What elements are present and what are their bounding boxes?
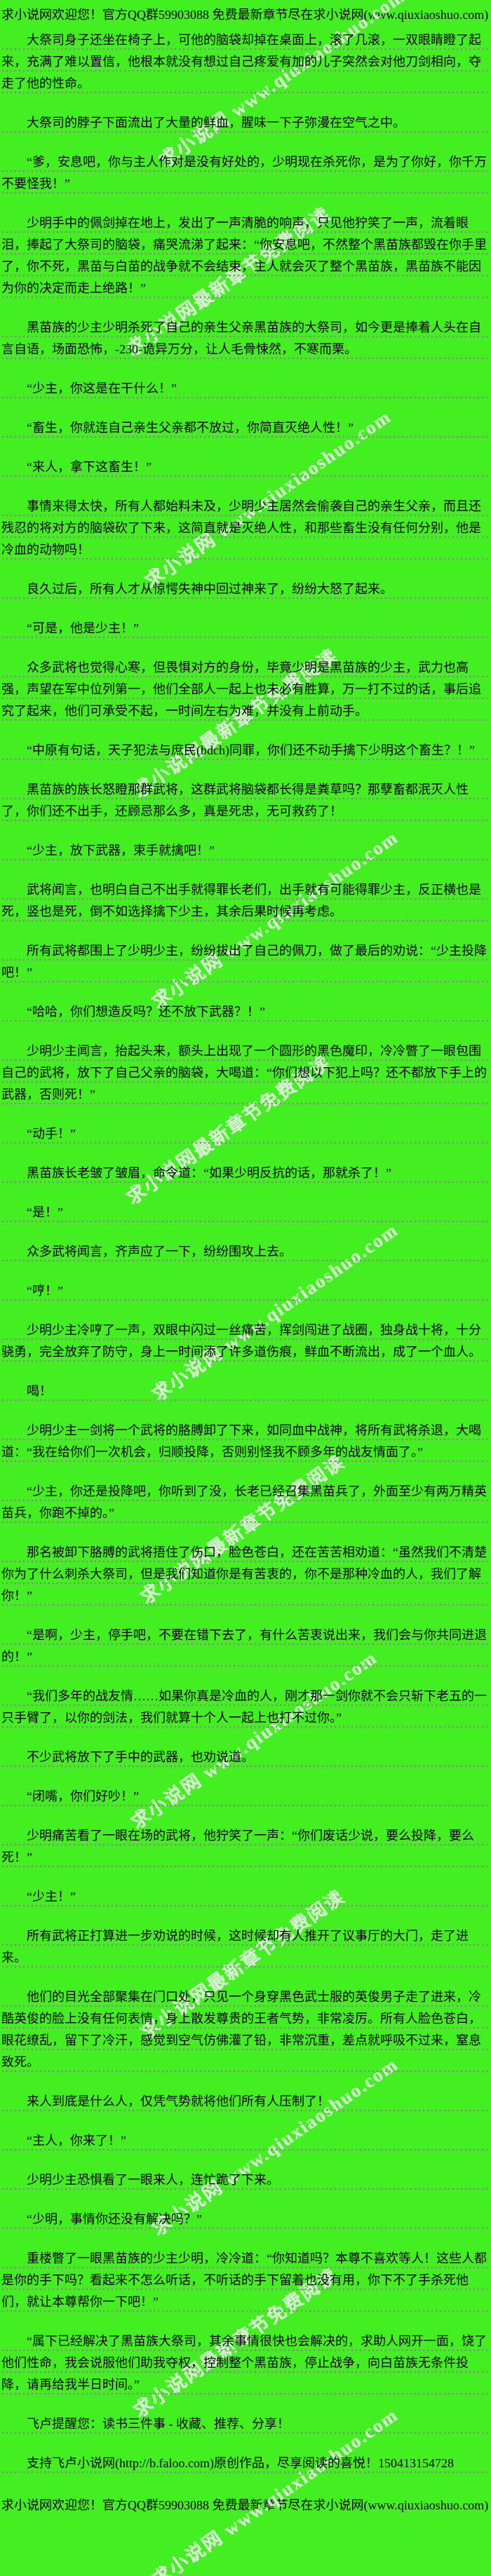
chapter-content: 大祭司身子还坐在椅子上，可他的脑袋却掉在桌面上，滚了几滚，一双眼睛瞪了起来，充满…: [0, 25, 491, 2474]
novel-paragraph: 来人到底是什么人，仅凭气势就将他们所有人压制了！: [1, 2091, 490, 2113]
novel-paragraph: 众多武将也觉得心寒，但畏惧对方的身份，毕竟少明是黑苗族的少主，武力也高强，声望在…: [1, 657, 490, 722]
novel-paragraph: “哼！”: [1, 1280, 490, 1302]
novel-paragraph: “少主，放下武器，束手就擒吧！”: [1, 840, 490, 862]
novel-paragraph: “闭嘴，你们好吵！”: [1, 1786, 490, 1808]
novel-paragraph: 少明手中的佩剑掉在地上，发出了一声清脆的响声，只见他狞笑了一声，流着眼泪，捧起了…: [1, 212, 490, 299]
novel-paragraph: 众多武将闻言，齐声应了一下，纷纷围攻上去。: [1, 1241, 490, 1263]
novel-paragraph: “是啊，少主，停手吧，不要在错下去了，有什么苦衷说出来，我们会与你共同进退的！”: [1, 1625, 490, 1668]
site-notice-bottom: 求小说网欢迎您！官方QQ群59903088 免费最新章节尽在求小说网(www.q…: [1, 2498, 489, 2512]
novel-paragraph: “少主，你这是在干什么！”: [1, 378, 490, 400]
novel-paragraph: “爹，安息吧，你与主人作对是没有好处的，少明现在杀死你，是为了你好，你千万不要怪…: [1, 151, 490, 195]
novel-paragraph: 事情来得太快，所有人都始料未及，少明少主居然会偷袭自己的亲生父亲，而且还残忍的将…: [1, 496, 490, 561]
novel-paragraph: 重楼瞥了一眼黑苗族的少主少明，冷冷道：“你知道吗？本尊不喜欢等人！这些人都是你的…: [1, 2248, 490, 2313]
novel-paragraph: 所有武将都围上了少明少主，纷纷拔出了自己的佩刀，做了最后的劝说：“少主投降吧！”: [1, 940, 490, 984]
novel-paragraph: 大祭司的脖子下面流出了大量的鲜血，腥味一下子弥漫在空气之中。: [1, 112, 490, 134]
novel-paragraph: “是！”: [1, 1202, 490, 1223]
novel-paragraph: 大祭司身子还坐在椅子上，可他的脑袋却掉在桌面上，滚了几滚，一双眼睛瞪了起来，充满…: [1, 29, 490, 95]
novel-paragraph: “可是，他是少主！”: [1, 618, 490, 639]
novel-paragraph: 少明少主冷哼了一声，双眼中闪过一丝痛苦，挥剑闯进了战圈，独身战十将，十分骁勇，完…: [1, 1320, 490, 1363]
novel-paragraph: 他们的目光全部聚集在门口处，只见一个身穿黑色武士服的英俊男子走了进来，冷酷英俊的…: [1, 1986, 490, 2073]
novel-paragraph: 少明少主一剑将一个武将的胳膊卸了下来，如同血中战神，将所有武将杀退，大喝道：“我…: [1, 1420, 490, 1463]
site-notice-top: 求小说网欢迎您！官方QQ群59903088 免费最新章节尽在求小说网(www.q…: [1, 8, 489, 22]
novel-paragraph: 不少武将放下了手中的武器，也劝说道。: [1, 1747, 490, 1768]
novel-paragraph: “少明，事情你还没有解决吗？”: [1, 2209, 490, 2230]
novel-paragraph: “主人，你来了！”: [1, 2130, 490, 2152]
novel-paragraph: “动手！”: [1, 1123, 490, 1145]
novel-paragraph: 喝！: [1, 1381, 490, 1402]
novel-paragraph: “哈哈，你们想造反吗？还不放下武器？！”: [1, 1001, 490, 1023]
novel-paragraph: “属下已经解决了黑苗族大祭司，其余事情很快也会解决的，求助人网开一面，饶了他们性…: [1, 2331, 490, 2396]
novel-paragraph: 飞卢提醒您：读书三件事 - 收藏、推荐、分享！: [1, 2413, 490, 2435]
novel-paragraph: 支持飞卢小说网(http://b.faloo.com)原创作品，尽享阅读的喜悦！…: [1, 2453, 490, 2474]
novel-paragraph: “畜生，你就连自己亲生父亲都不放过，你简直灭绝人性！”: [1, 417, 490, 439]
novel-paragraph: “少主，你还是投降吧，你听到了没，长老已经召集黑苗兵了，外面至少有两万精英苗兵，…: [1, 1481, 490, 1524]
novel-paragraph: “少主！”: [1, 1886, 490, 1908]
novel-paragraph: 武将闻言，也明白自己不出手就得罪长老们，出手就有可能得罪少主，反正横也是死，竖也…: [1, 879, 490, 923]
novel-paragraph: 少明少主恐惧看了一眼来人，连忙跪了下来。: [1, 2169, 490, 2191]
novel-paragraph: 少明少主闻言，抬起头来，额头上出现了一个圆形的黑色魔印，冷冷瞥了一眼包围自己的武…: [1, 1040, 490, 1106]
novel-paragraph: “我们多年的战友情……如果你真是冷血的人，刚才那一剑你就不会只斩下老五的一只手臂…: [1, 1686, 490, 1729]
novel-paragraph: 黑苗族的少主少明杀死了自己的亲生父亲黑苗族的大祭司，如今更是捧着人头在自言自语，…: [1, 317, 490, 360]
novel-paragraph: 所有武将正打算进一步劝说的时候，这时候却有人推开了议事厅的大门，走了进来。: [1, 1925, 490, 1969]
novel-paragraph: 黑苗族长老皱了皱眉，命令道：“如果少明反抗的话，那就杀了！”: [1, 1162, 490, 1184]
novel-paragraph: 少明痛苦看了一眼在场的武将，他狞笑了一声：“你们废话少说，要么投降，要么死！”: [1, 1825, 490, 1869]
novel-paragraph: 那名被卸下胳膊的武将捂住了伤口，脸色苍白，还在苦苦相劝道：“虽然我们不清楚你为了…: [1, 1542, 490, 1607]
novel-paragraph: “来人，拿下这畜生！”: [1, 456, 490, 478]
novel-paragraph: 黑苗族的族长怒瞪那群武将，这群武将脑袋都长得是粪草吗？那孽畜都泯灭人性了，你们还…: [1, 779, 490, 822]
novel-paragraph: 良久过后，所有人才从惊愕失神中回过神来了，纷纷大怒了起来。: [1, 578, 490, 600]
novel-paragraph: “中原有句话，天子犯法与庶民(bdch)同罪，你们还不动手擒下少明这个畜生？！”: [1, 740, 490, 761]
